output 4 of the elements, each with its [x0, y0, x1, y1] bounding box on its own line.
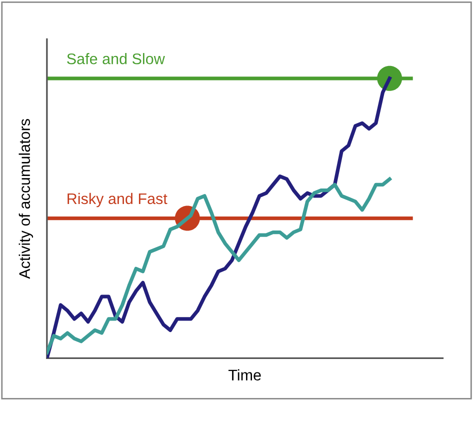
x-axis-title: Time: [228, 369, 261, 380]
y-axis-title: Activity of accumulators: [18, 119, 34, 279]
ref-line-label: Risky and Fast: [68, 192, 168, 208]
ref-line-label: Safe and Slow: [67, 53, 165, 64]
